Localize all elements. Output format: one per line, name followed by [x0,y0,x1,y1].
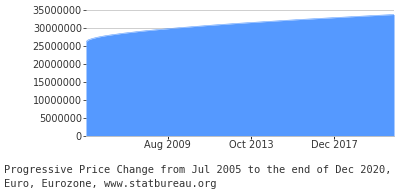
Text: Progressive Price Change from Jul 2005 to the end of Dec 2020,: Progressive Price Change from Jul 2005 t… [4,165,392,175]
Text: Euro, Eurozone, www.statbureau.org: Euro, Eurozone, www.statbureau.org [4,179,216,189]
